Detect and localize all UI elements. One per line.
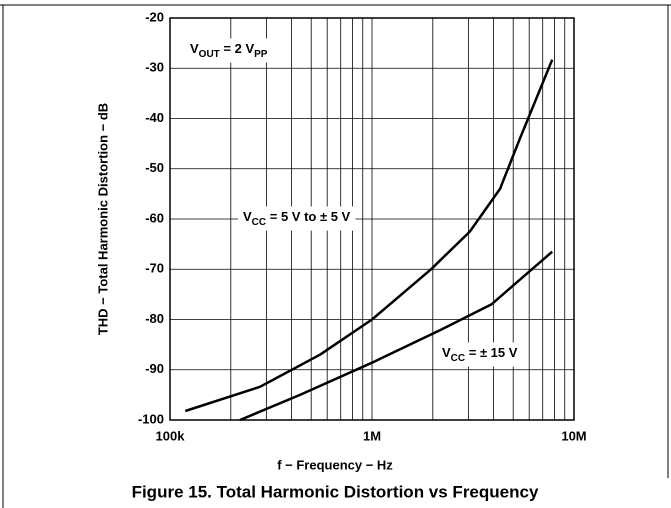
annotation-background	[238, 206, 356, 231]
x-tick-label: 1M	[363, 428, 381, 443]
y-tick-label: -100	[138, 411, 164, 426]
annotation-text: V	[442, 345, 451, 360]
annotation: VOUT = 2 VPP	[190, 41, 268, 59]
y-tick-label: -90	[145, 361, 164, 376]
curve	[239, 250, 554, 422]
x-axis-label: f − Frequency − Hz	[277, 457, 393, 472]
caption: Figure 15. Total Harmonic Distortion vs …	[132, 482, 539, 501]
y-tick-label: -80	[145, 311, 164, 326]
y-tick-label: -40	[145, 110, 164, 125]
subscript: CC	[451, 353, 465, 364]
y-tick-label: -30	[145, 60, 164, 75]
annotation: VCC = ± 15 V	[442, 345, 518, 363]
y-tick-label: -20	[145, 9, 164, 24]
annotation-text: = 2 V	[220, 41, 255, 56]
annotation-background	[185, 38, 273, 63]
subscript: PP	[254, 49, 268, 60]
y-axis-label: THD − Total Harmonic Distortion − dB	[95, 103, 110, 335]
annotation-text: V	[190, 41, 199, 56]
annotation-text: = ± 15 V	[465, 345, 518, 360]
subscript: CC	[252, 217, 266, 228]
plot-frame	[169, 17, 575, 421]
y-tick-label: -50	[145, 160, 164, 175]
annotation-background	[437, 342, 523, 367]
annotation: VCC = 5 V to ± 5 V	[243, 209, 351, 227]
x-tick-label: 100k	[156, 428, 186, 443]
annotation-text: V	[243, 209, 252, 224]
annotation-text: = 5 V to ± 5 V	[266, 209, 350, 224]
x-tick-label: 10M	[561, 428, 586, 443]
curve	[184, 59, 554, 413]
y-tick-label: -60	[145, 210, 164, 225]
subscript: OUT	[199, 49, 220, 60]
y-tick-label: -70	[145, 261, 164, 276]
